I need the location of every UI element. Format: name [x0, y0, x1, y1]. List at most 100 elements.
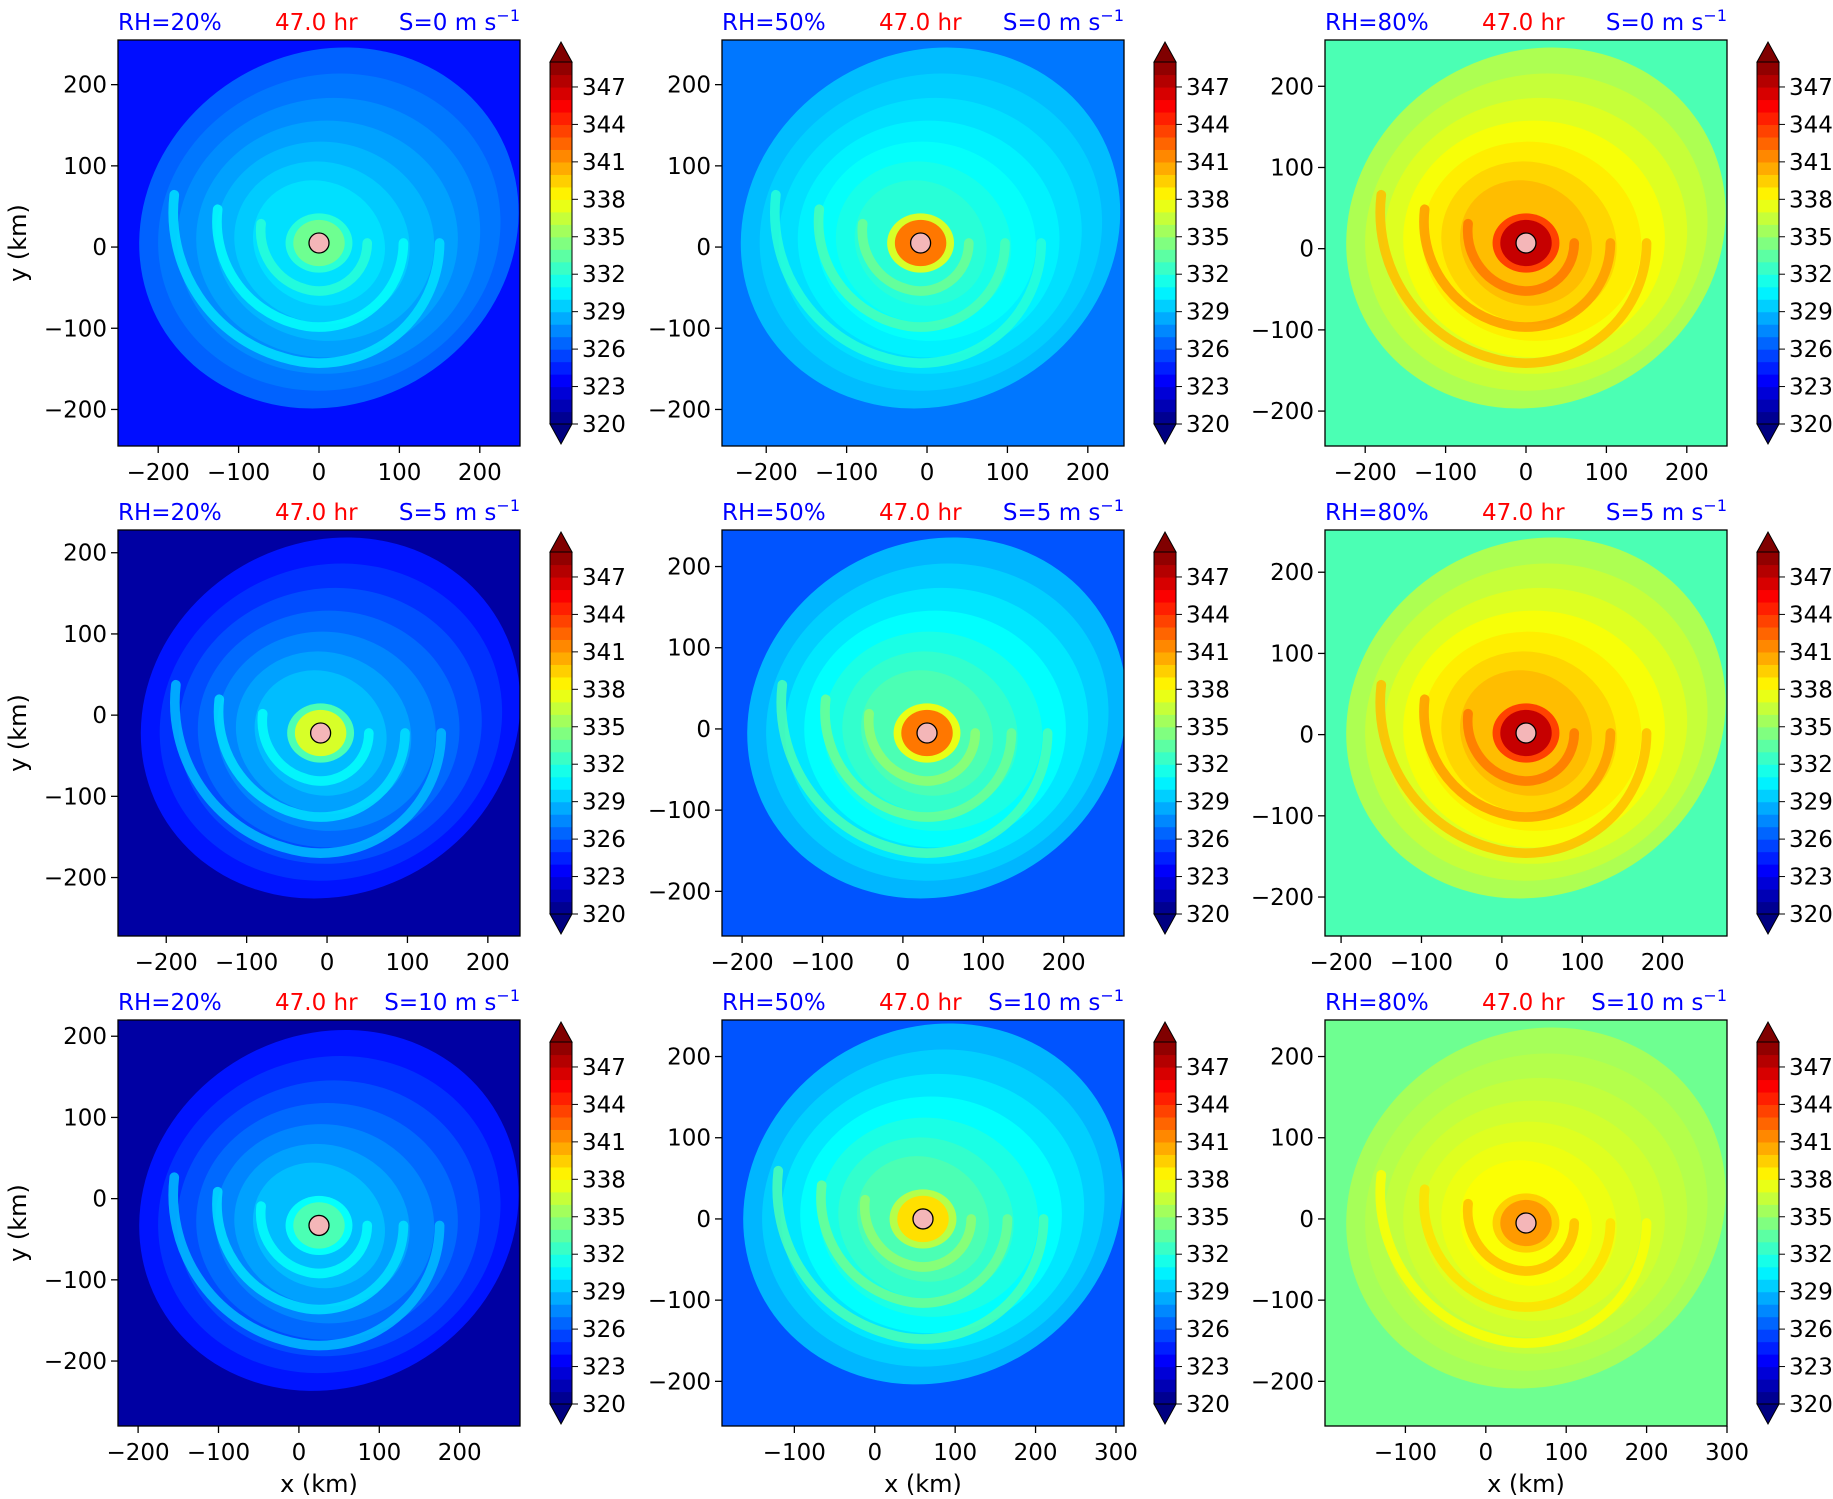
colorbar-tick-label: 329: [1789, 1280, 1833, 1306]
colorbar-extend-top: [1756, 40, 1780, 63]
rh-label: RH=80%: [1325, 10, 1429, 36]
x-tick-label: 300: [1705, 1440, 1749, 1466]
x-tick-label: 100: [357, 1440, 401, 1466]
colorbar-tick-label: 347: [1186, 565, 1230, 591]
y-tick-label: 0: [1299, 723, 1314, 749]
colorbar-segment: [550, 1279, 572, 1293]
y-axis-label: y (km): [4, 694, 32, 772]
x-axis-label: x (km): [280, 1470, 358, 1498]
colorbar-segment: [550, 776, 572, 790]
colorbar-segment: [1757, 324, 1779, 338]
colorbar-segment: [1154, 1229, 1176, 1243]
colorbar-tick-label: 335: [1186, 715, 1230, 741]
y-axis-label: y (km): [4, 1184, 32, 1262]
colorbar-extend-bottom: [1153, 423, 1177, 446]
field-4: [118, 530, 520, 936]
colorbar-segment: [1757, 1154, 1779, 1168]
colorbar-segment: [550, 374, 572, 388]
colorbar-segment: [1757, 1204, 1779, 1218]
colorbar-segment: [550, 174, 572, 188]
colorbar-tick-label: 320: [1789, 412, 1833, 438]
colorbar-segment: [550, 876, 572, 890]
colorbar-segment: [1154, 1129, 1176, 1143]
colorbar-segment: [550, 186, 572, 200]
colorbar-tick-label: 347: [1186, 1055, 1230, 1081]
colorbar-segment: [550, 1191, 572, 1205]
colorbar-segment: [1154, 1179, 1176, 1193]
colorbar-segment: [550, 714, 572, 728]
colorbar-segment: [1154, 161, 1176, 175]
colorbar-segment: [1757, 1241, 1779, 1255]
field-5: [722, 530, 1124, 936]
colorbar-extend-top: [549, 1020, 573, 1043]
colorbar-segment: [1757, 149, 1779, 163]
colorbar-extend-top: [1153, 1020, 1177, 1043]
x-tick-label: −100: [815, 460, 878, 486]
colorbar-segment: [550, 701, 572, 715]
colorbar-segment: [1757, 589, 1779, 603]
y-tick-label: −100: [648, 798, 711, 824]
field-1: [118, 40, 520, 446]
rh-label: RH=50%: [722, 990, 826, 1016]
colorbar-segment: [550, 62, 572, 76]
colorbar-tick-label: 332: [1789, 1242, 1833, 1268]
colorbar-segment: [1757, 1229, 1779, 1243]
x-tick-label: −100: [1390, 950, 1453, 976]
colorbar-segment: [550, 901, 572, 915]
field-8: [722, 1020, 1124, 1426]
colorbar-frame: [549, 551, 573, 915]
colorbar-tick-label: 323: [1186, 865, 1230, 891]
y-tick-label: 100: [1270, 1126, 1314, 1152]
spiral-band: [212, 1186, 409, 1315]
y-axis-label: y (km): [4, 204, 32, 282]
storm-center-marker: [916, 722, 938, 744]
colorbar-extend-top: [549, 40, 573, 63]
colorbar-tick-label: 326: [582, 827, 626, 853]
colorbar-extend-top: [1756, 530, 1780, 553]
y-tick-label: −200: [1251, 1369, 1314, 1395]
x-tick-label: −200: [107, 1440, 170, 1466]
colorbar-segment: [1757, 701, 1779, 715]
colorbar-tick-label: 329: [582, 1280, 626, 1306]
colorbar-segment: [1757, 776, 1779, 790]
colorbar-tick-label: 341: [1186, 150, 1230, 176]
x-tick-label: −100: [1414, 460, 1477, 486]
spiral-band: [168, 1172, 445, 1351]
y-tick-label: 0: [92, 235, 107, 261]
colorbar-tick-label: 329: [582, 300, 626, 326]
y-tick-label: 0: [1299, 1207, 1314, 1233]
colorbar-segment: [550, 689, 572, 703]
colorbar-segment: [550, 1379, 572, 1393]
colorbar-segment: [1757, 299, 1779, 313]
colorbar-tick-label: 344: [1186, 112, 1230, 138]
colorbar-segment: [1757, 764, 1779, 778]
panel-4: −200 −100 0 100 200 200 100 0 −100 −200 RH=20% 47.0…: [4, 496, 626, 976]
x-tick-label: −200: [135, 950, 198, 976]
colorbar-segment: [1757, 1304, 1779, 1318]
colorbar-segment: [1757, 552, 1779, 566]
colorbar-segment: [1154, 274, 1176, 288]
time-label: 47.0 hr: [275, 10, 358, 36]
colorbar-segment: [550, 1241, 572, 1255]
y-tick-label: 100: [63, 1105, 107, 1131]
colorbar-segment: [550, 1129, 572, 1143]
shear-label: S=0 m s−1: [1003, 6, 1124, 36]
spiral-band: [213, 694, 410, 822]
plot-frame: [117, 1019, 521, 1427]
x-tick-label: 0: [867, 1440, 882, 1466]
shear-label: S=5 m s−1: [1606, 496, 1727, 526]
colorbar-segment: [1154, 399, 1176, 413]
y-tick-label: 0: [696, 717, 711, 743]
rh-label: RH=20%: [118, 500, 222, 526]
colorbar-segment: [1757, 1166, 1779, 1180]
y-tick-label: 0: [696, 1207, 711, 1233]
colorbar-segment: [1154, 739, 1176, 753]
colorbar-segment: [550, 124, 572, 138]
spiral-band: [816, 1180, 1013, 1308]
colorbar-tick-label: 347: [582, 75, 626, 101]
spiral-band: [1462, 218, 1580, 296]
time-label: 47.0 hr: [879, 500, 962, 526]
colorbar-tick-label: 326: [1789, 337, 1833, 363]
x-tick-label: −200: [735, 460, 798, 486]
colorbar-extend-bottom: [1756, 1403, 1780, 1426]
